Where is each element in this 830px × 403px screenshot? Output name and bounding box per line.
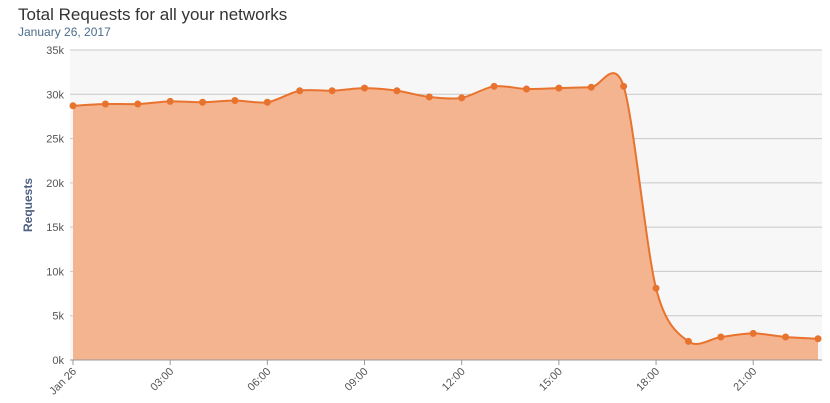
data-point <box>490 82 498 90</box>
data-point <box>328 87 336 95</box>
x-tick-label: 12:00 <box>440 366 468 394</box>
data-point <box>620 82 628 90</box>
x-tick-label: Jan 26 <box>47 366 79 398</box>
data-point <box>425 93 433 101</box>
x-tick-label: 09:00 <box>343 366 371 394</box>
y-axis-title: Requests <box>21 178 35 232</box>
x-tick-label: 06:00 <box>246 366 274 394</box>
data-point <box>749 329 757 337</box>
data-point <box>522 85 530 93</box>
x-tick-label: 15:00 <box>537 366 565 394</box>
data-point <box>814 335 822 343</box>
y-tick-label: 0k <box>52 355 64 367</box>
x-tick-label: 03:00 <box>148 366 176 394</box>
y-tick-label: 10k <box>46 266 64 278</box>
data-point <box>555 84 563 92</box>
data-point <box>134 100 142 108</box>
y-tick-label: 35k <box>46 45 64 57</box>
chart-title: Total Requests for all your networks <box>18 5 287 24</box>
data-point <box>263 98 271 106</box>
data-point <box>166 97 174 105</box>
x-tick-label: 21:00 <box>731 366 759 394</box>
chart-subtitle: January 26, 2017 <box>18 25 111 39</box>
data-point <box>652 284 660 292</box>
y-tick-label: 15k <box>46 222 64 234</box>
data-point <box>69 102 77 110</box>
y-tick-label: 20k <box>46 178 64 190</box>
data-point <box>717 333 725 341</box>
x-tick-label: 18:00 <box>634 366 662 394</box>
data-point <box>393 87 401 95</box>
data-point <box>782 333 790 341</box>
y-tick-label: 25k <box>46 134 64 146</box>
data-point <box>231 96 239 104</box>
data-point <box>101 100 109 108</box>
data-point <box>458 94 466 102</box>
y-tick-label: 30k <box>46 89 64 101</box>
data-point <box>361 84 369 92</box>
data-point <box>587 83 595 91</box>
y-tick-label: 5k <box>52 311 64 323</box>
data-point <box>296 87 304 95</box>
data-point <box>684 337 692 345</box>
data-point <box>199 98 207 106</box>
area-fill <box>73 73 818 361</box>
